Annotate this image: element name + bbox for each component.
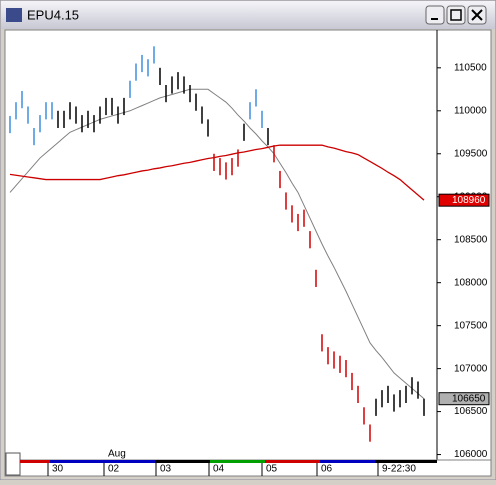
scroll-box[interactable]: [5, 452, 21, 476]
month-label: Aug: [108, 449, 126, 460]
session-segment: [375, 460, 437, 463]
y-tick-label: 109500: [454, 148, 488, 159]
y-tick-label: 107000: [454, 363, 488, 374]
close-icon: [471, 9, 483, 21]
x-tick-label: 06: [321, 464, 333, 475]
x-tick-label: 05: [266, 464, 278, 475]
price-marker-box: [438, 392, 490, 406]
y-tick-label: 108500: [454, 234, 488, 245]
price-marker-label: 108960: [452, 195, 486, 206]
maximize-icon: [450, 9, 462, 21]
chart-panel: [4, 29, 492, 461]
session-segment: [320, 460, 375, 463]
y-tick-label: 106500: [454, 406, 488, 417]
session-segment: [265, 460, 320, 463]
x-tick-label: 30: [52, 464, 64, 475]
window-buttons[interactable]: [425, 5, 487, 25]
session-segment: [50, 460, 155, 463]
y-tick-label: 107500: [454, 320, 488, 331]
y-tick-label: 108000: [454, 277, 488, 288]
minimize-button[interactable]: [425, 5, 445, 25]
moving-average: [9, 144, 425, 201]
x-tick-label: 9-22:30: [382, 464, 416, 475]
y-tick-label: 106000: [454, 449, 488, 460]
window-title: EPU4.15: [27, 7, 79, 22]
session-bar: [20, 460, 437, 463]
session-segment: [20, 460, 50, 463]
x-tick-label: 02: [108, 464, 120, 475]
x-tick-label: 04: [213, 464, 225, 475]
session-segment: [155, 460, 210, 463]
y-tick-label: 110000: [454, 105, 487, 116]
x-tick-label: 03: [160, 464, 172, 475]
maximize-button[interactable]: [446, 5, 466, 25]
app-icon: [6, 8, 22, 22]
title-bar: [1, 1, 495, 29]
price-marker-box: [438, 193, 490, 207]
y-tick-label: 110500: [454, 62, 487, 73]
moving-average: [9, 88, 425, 400]
session-segment: [210, 460, 265, 463]
price-marker-label: 106650: [452, 393, 486, 404]
